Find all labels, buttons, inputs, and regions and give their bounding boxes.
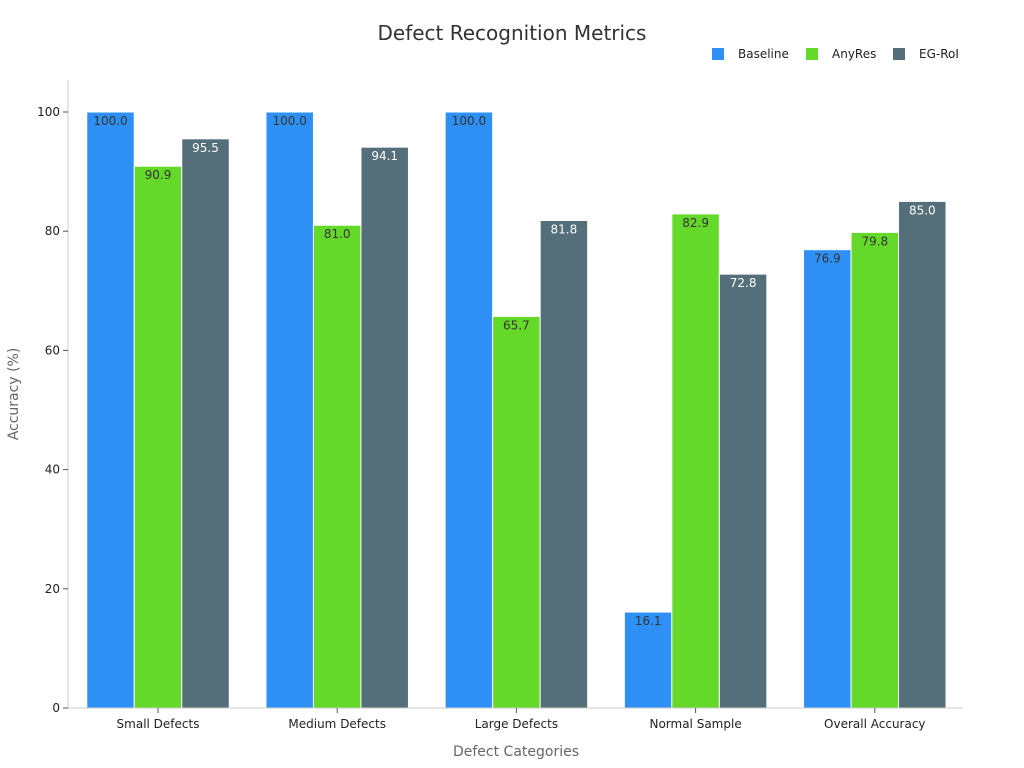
- x-tick-label: Large Defects: [475, 717, 558, 731]
- bar-baseline: [444, 111, 494, 709]
- bar-value-label: 65.7: [503, 318, 530, 332]
- bar-baseline: [623, 611, 673, 709]
- y-tick-label: 80: [45, 224, 60, 238]
- y-tick-label: 60: [45, 343, 60, 357]
- legend-swatch: [893, 48, 905, 60]
- bar-value-label: 79.8: [861, 234, 888, 248]
- y-tick-label: 20: [45, 582, 60, 596]
- bar-value-label: 90.9: [145, 168, 172, 182]
- axes-group: 0 20 40 60 80 100 Small Defects Medium Defects L…: [37, 80, 963, 731]
- bar-eg-roi: [718, 273, 768, 709]
- bar-value-label: 94.1: [371, 149, 398, 163]
- bar-eg-roi: [181, 138, 230, 709]
- bar-value-label: 72.8: [730, 276, 757, 290]
- bar-anyres: [312, 224, 362, 709]
- bar-value-label: 82.9: [682, 216, 709, 230]
- bar-anyres: [492, 315, 541, 709]
- x-axis-label: Defect Categories: [453, 744, 579, 760]
- bar-value-label: 100.0: [452, 114, 486, 128]
- bar-value-label: 81.0: [324, 227, 351, 241]
- bar-baseline: [86, 111, 135, 709]
- chart-title: Defect Recognition Metrics: [378, 21, 647, 45]
- y-tick-label: 40: [45, 463, 60, 477]
- x-tick-label: Small Defects: [117, 717, 200, 731]
- y-axis-label: Accuracy (%): [6, 348, 22, 441]
- bar-baseline: [803, 249, 852, 709]
- y-tick-label: 100: [37, 105, 60, 119]
- bar-eg-roi: [360, 146, 409, 709]
- bar-value-label: 95.5: [192, 141, 219, 155]
- legend-swatch: [806, 48, 818, 60]
- bar-eg-roi: [539, 219, 589, 709]
- bar-eg-roi: [898, 200, 947, 709]
- x-tick-label: Medium Defects: [288, 717, 386, 731]
- bar-value-label: 76.9: [814, 252, 841, 266]
- bar-anyres: [133, 165, 183, 709]
- bar-value-label: 85.0: [909, 203, 936, 217]
- legend: Baseline AnyRes EG-RoI: [712, 47, 959, 61]
- legend-swatch: [712, 48, 724, 60]
- x-tick-label: Overall Accuracy: [824, 717, 925, 731]
- bar-anyres: [671, 213, 720, 709]
- bar-value-label: 81.8: [551, 222, 578, 236]
- bar-value-label: 16.1: [635, 614, 662, 628]
- x-tick-label: Normal Sample: [649, 717, 741, 731]
- legend-label: EG-RoI: [919, 47, 959, 61]
- bar-anyres: [850, 231, 900, 709]
- y-tick-label: 0: [52, 701, 60, 715]
- bar-value-label: 100.0: [93, 114, 127, 128]
- legend-label: AnyRes: [832, 47, 876, 61]
- bars-group: [86, 111, 947, 709]
- bar-labels-group: 100.0 90.9 95.5 100.0 81.0 94.1 100.0 65.7 81.8 1…: [93, 114, 935, 628]
- bar-baseline: [265, 111, 314, 709]
- bar-value-label: 100.0: [273, 114, 307, 128]
- legend-label: Baseline: [738, 47, 789, 61]
